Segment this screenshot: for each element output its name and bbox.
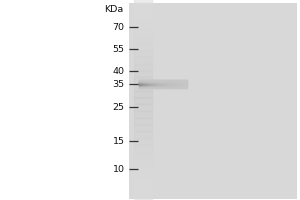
Text: 15: 15 [112, 136, 124, 146]
Text: 55: 55 [112, 45, 124, 53]
Text: KDa: KDa [104, 4, 123, 14]
Text: 40: 40 [112, 66, 124, 75]
Bar [129, 3, 297, 199]
Text: 25: 25 [112, 102, 124, 112]
Text: 10: 10 [112, 164, 124, 173]
Text: 35: 35 [112, 80, 124, 88]
Text: 70: 70 [112, 22, 124, 31]
